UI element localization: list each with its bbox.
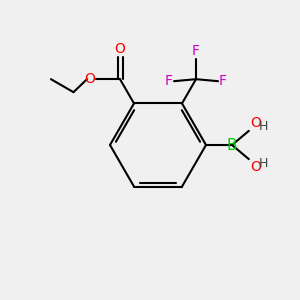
Text: O: O	[115, 42, 125, 56]
Text: F: F	[165, 74, 173, 88]
Text: O: O	[84, 72, 95, 86]
Text: H: H	[259, 157, 268, 169]
Text: O: O	[250, 116, 261, 130]
Text: O: O	[250, 160, 261, 174]
Text: H: H	[259, 120, 268, 134]
Text: B: B	[227, 137, 237, 152]
Text: F: F	[219, 74, 227, 88]
Text: F: F	[192, 44, 200, 58]
